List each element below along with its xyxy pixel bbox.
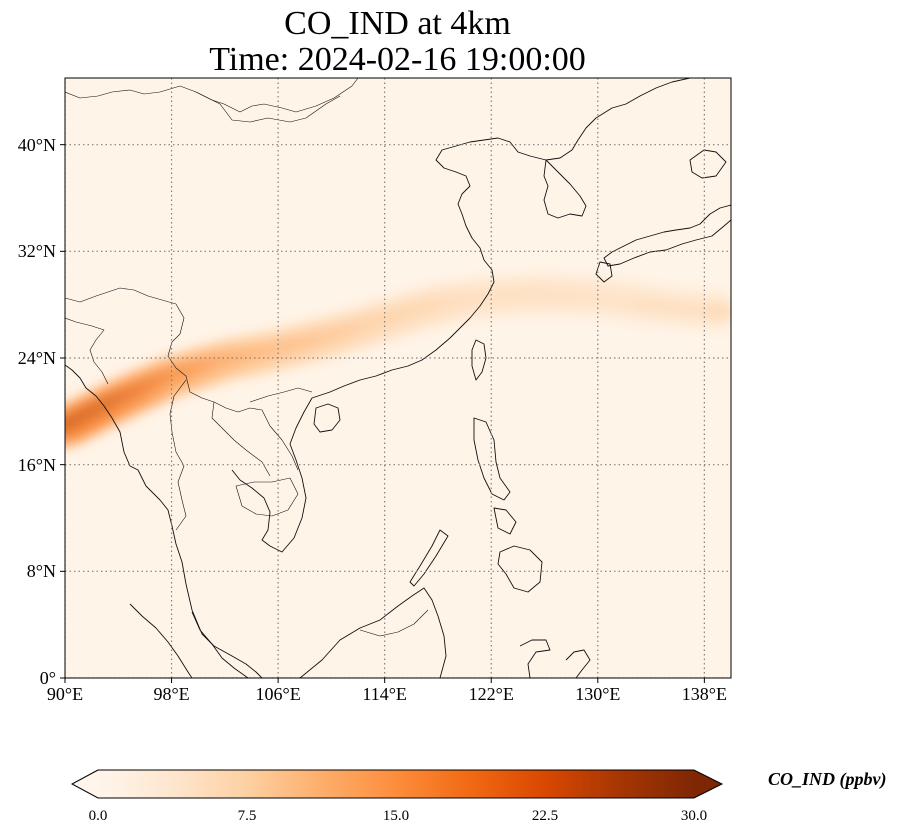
coastline-indochina-east xyxy=(231,397,313,553)
border-china-india-himalaya xyxy=(65,287,185,343)
longitude-tick-label: 114°E xyxy=(362,684,407,704)
map-frame xyxy=(64,77,732,679)
map-title-line2: Time: 2024-02-16 19:00:00 xyxy=(209,41,586,78)
coastline-south-china xyxy=(311,78,691,399)
coastline-indochina-west xyxy=(129,465,263,678)
latitude-tick-label: 32°N xyxy=(17,241,56,262)
longitude-tick-label: 106°E xyxy=(255,684,301,704)
gridlines xyxy=(65,78,731,678)
coastline-new-guinea xyxy=(565,649,591,678)
longitude-tick-label: 130°E xyxy=(575,684,621,704)
latitude-tick-label: 40°N xyxy=(17,134,56,155)
coastline-taiwan xyxy=(471,339,487,381)
border-myanmar-thailand xyxy=(169,379,187,531)
longitude-tick-label: 90°E xyxy=(46,684,84,704)
latitude-tick-label: 16°N xyxy=(17,454,56,475)
coastline-hainan xyxy=(313,403,341,433)
coastline-malay-peninsula xyxy=(191,611,249,678)
coastline-japan-honshu xyxy=(603,204,731,267)
coastline-palawan xyxy=(409,529,449,587)
coastline-sumatra xyxy=(129,603,193,678)
latitude-tick-label: 8°N xyxy=(26,561,56,582)
border-myanmar-china xyxy=(167,341,203,399)
colorbar-tick-label: 7.5 xyxy=(237,808,257,824)
coastlines xyxy=(65,78,731,678)
longitude-tick-label: 138°E xyxy=(681,684,727,704)
colorbar-outline xyxy=(70,769,724,799)
coastline-korea xyxy=(543,159,587,219)
coastline-borneo xyxy=(299,587,447,678)
longitude-tick-label: 98°E xyxy=(153,684,190,704)
latitude-tick-label: 24°N xyxy=(17,348,56,368)
colorbar-extend-max xyxy=(694,770,722,798)
border-cambodia xyxy=(235,477,299,517)
country-borders xyxy=(65,78,429,637)
colorbar-tick-label: 22.5 xyxy=(531,808,559,824)
coastline-visayas-mindanao xyxy=(493,507,543,593)
border-borneo-inner xyxy=(359,609,429,637)
border-bangladesh xyxy=(65,317,109,385)
colorbar xyxy=(70,769,724,799)
coastline-bay-of-bengal xyxy=(65,364,131,467)
coastline-sulawesi xyxy=(519,639,551,678)
border-mongolia-china xyxy=(195,91,341,123)
colorbar-tick-label: 0.0 xyxy=(88,808,108,824)
border-laos-thailand xyxy=(211,401,271,477)
colorbar-tick-label: 30.0 xyxy=(680,808,708,824)
plume-core xyxy=(701,303,731,320)
coastline-japan-kyushu xyxy=(595,261,613,283)
border-laos-vietnam xyxy=(201,397,299,471)
concentration-field xyxy=(65,274,731,448)
longitude-tick-label: 122°E xyxy=(468,684,514,704)
coastline-luzon xyxy=(473,417,511,501)
latitude-tick-label: 0° xyxy=(39,668,56,688)
colorbar-gradient xyxy=(98,770,694,798)
border-russia-mongolia xyxy=(65,78,359,113)
map-title-line1: CO_IND at 4km xyxy=(284,5,511,42)
coastline-japan-hokkaido xyxy=(689,149,727,179)
colorbar-label: CO_IND (ppbv) xyxy=(768,769,887,789)
axis-tick-marks xyxy=(60,144,705,683)
map-panel xyxy=(65,78,731,678)
colorbar-tick-label: 15.0 xyxy=(382,808,410,824)
colorbar-extend-min xyxy=(72,770,98,798)
border-china-vietnam xyxy=(249,387,313,403)
